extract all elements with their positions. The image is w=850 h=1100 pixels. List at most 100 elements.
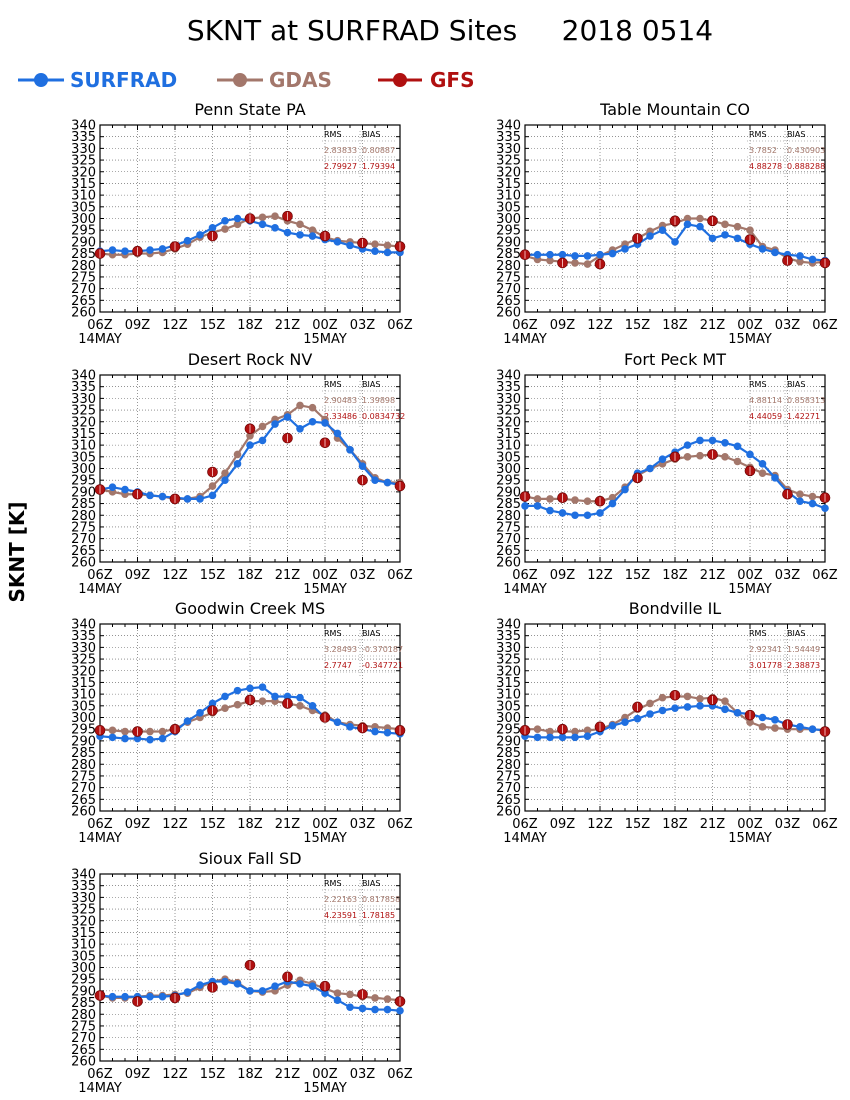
stats-gfs-rms: 4.44059 bbox=[749, 412, 782, 421]
y-tick-label: 275 bbox=[71, 1019, 96, 1034]
point-surfrad bbox=[346, 723, 354, 731]
point-surfrad bbox=[196, 495, 204, 503]
y-tick-label: 265 bbox=[71, 1043, 96, 1058]
x-tick-label: 06Z bbox=[812, 318, 838, 333]
x-tick-label: 00Z bbox=[312, 568, 338, 583]
x-tick-label: 18Z bbox=[237, 318, 263, 333]
legend-label-gdas: GDAS bbox=[269, 68, 332, 92]
point-gdas bbox=[296, 702, 304, 710]
y-tick-label: 315 bbox=[496, 676, 521, 691]
point-gdas bbox=[258, 422, 267, 431]
point-gdas bbox=[221, 225, 229, 233]
point-surfrad bbox=[308, 232, 317, 240]
y-tick-label: 325 bbox=[496, 653, 521, 668]
point-gdas bbox=[296, 220, 304, 229]
x-tick-label: 15Z bbox=[200, 1067, 226, 1082]
point-gdas bbox=[371, 240, 379, 249]
stats-header-bias: BIAS bbox=[362, 130, 380, 139]
legend-marker-gfs bbox=[393, 73, 407, 87]
point-surfrad bbox=[246, 441, 254, 449]
point-surfrad bbox=[146, 246, 154, 254]
stats-gdas-bias: 0.817858 bbox=[362, 895, 400, 904]
y-tick-label: 295 bbox=[496, 723, 521, 738]
x-date-label: 15MAY bbox=[303, 1081, 347, 1096]
point-gdas bbox=[721, 220, 729, 229]
y-tick-label: 275 bbox=[496, 520, 521, 535]
stats-gdas-rms: 2.22163 bbox=[324, 895, 357, 904]
x-tick-label: 09Z bbox=[125, 817, 151, 832]
point-surfrad bbox=[208, 699, 217, 708]
y-tick-label: 305 bbox=[496, 450, 521, 465]
stats-header-rms: RMS bbox=[749, 629, 767, 638]
point-surfrad bbox=[621, 485, 629, 494]
point-surfrad bbox=[296, 980, 304, 988]
y-tick-label: 285 bbox=[496, 247, 521, 262]
point-gdas bbox=[796, 490, 804, 499]
stats-gdas-rms: 2.83833 bbox=[324, 146, 357, 155]
point-gdas bbox=[208, 482, 217, 490]
point-surfrad bbox=[808, 499, 817, 508]
point-gdas bbox=[721, 697, 729, 705]
stats-header-rms: RMS bbox=[749, 380, 767, 389]
y-tick-label: 330 bbox=[496, 641, 521, 656]
x-tick-label: 15Z bbox=[200, 817, 226, 832]
point-surfrad bbox=[371, 727, 379, 736]
point-surfrad bbox=[808, 725, 817, 733]
point-surfrad bbox=[733, 234, 742, 243]
point-surfrad bbox=[321, 419, 329, 427]
y-tick-label: 270 bbox=[71, 282, 96, 297]
point-surfrad bbox=[658, 706, 667, 715]
point-surfrad bbox=[546, 506, 554, 515]
x-tick-label: 15Z bbox=[625, 817, 651, 832]
point-surfrad bbox=[721, 231, 729, 239]
stats-gfs-rms: 4.23591 bbox=[324, 911, 357, 920]
point-gdas bbox=[571, 259, 579, 267]
y-tick-label: 340 bbox=[496, 119, 521, 134]
y-axis-label: SKNT [K] bbox=[5, 501, 29, 602]
legend-label-gfs: GFS bbox=[430, 68, 474, 92]
point-surfrad bbox=[158, 992, 167, 1001]
point-surfrad bbox=[358, 1004, 367, 1013]
series-gfs bbox=[94, 959, 406, 1007]
y-tick-label: 290 bbox=[71, 984, 96, 999]
point-gdas bbox=[258, 213, 267, 222]
point-surfrad bbox=[271, 224, 279, 232]
y-tick-label: 310 bbox=[496, 688, 521, 703]
point-surfrad bbox=[333, 718, 342, 726]
y-tick-label: 320 bbox=[71, 914, 96, 929]
point-gdas bbox=[796, 257, 804, 266]
x-tick-label: 15Z bbox=[200, 568, 226, 583]
point-gdas bbox=[546, 727, 554, 736]
legend-item-gfs: GFS bbox=[378, 68, 474, 92]
series-surfrad bbox=[521, 220, 829, 265]
x-tick-label: 18Z bbox=[237, 1067, 263, 1082]
point-surfrad bbox=[146, 491, 154, 500]
point-gdas bbox=[583, 497, 592, 506]
y-tick-label: 275 bbox=[71, 520, 96, 535]
x-tick-label: 03Z bbox=[350, 1067, 376, 1082]
point-surfrad bbox=[696, 436, 704, 445]
point-surfrad bbox=[358, 462, 367, 470]
point-gdas bbox=[221, 704, 229, 712]
y-tick-label: 285 bbox=[496, 497, 521, 512]
y-tick-label: 335 bbox=[71, 629, 96, 644]
point-surfrad bbox=[283, 228, 292, 237]
point-surfrad bbox=[583, 732, 592, 740]
x-tick-label: 03Z bbox=[775, 318, 801, 333]
point-surfrad bbox=[758, 245, 767, 253]
y-tick-label: 290 bbox=[71, 485, 96, 500]
y-tick-label: 310 bbox=[71, 938, 96, 953]
point-surfrad bbox=[746, 450, 754, 459]
point-surfrad bbox=[108, 733, 117, 742]
stats-gdas-rms: 3.7852 bbox=[749, 146, 777, 155]
y-tick-label: 265 bbox=[496, 793, 521, 808]
stats-header-bias: BIAS bbox=[787, 629, 805, 638]
point-surfrad bbox=[733, 442, 742, 451]
panel-desert-rock-nv: Desert Rock NV26026527027528028529029530… bbox=[71, 350, 413, 597]
y-tick-label: 335 bbox=[496, 130, 521, 145]
point-surfrad bbox=[121, 485, 129, 494]
point-surfrad bbox=[346, 446, 354, 454]
y-tick-label: 265 bbox=[496, 544, 521, 559]
stats-gfs-rms: 2.79927 bbox=[324, 162, 357, 171]
stats-header-rms: RMS bbox=[324, 879, 342, 888]
